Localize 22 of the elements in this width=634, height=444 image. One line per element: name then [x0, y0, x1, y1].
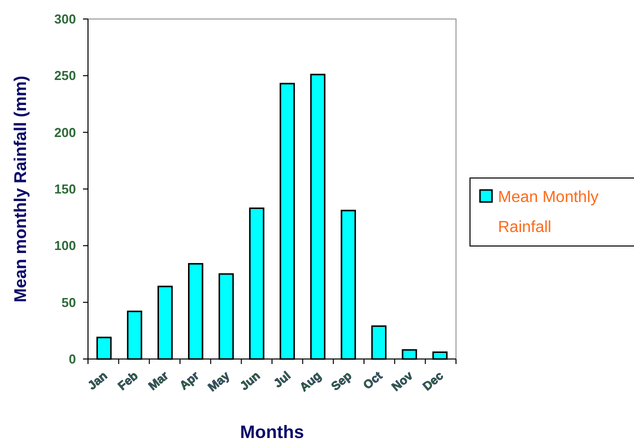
y-tick-label: 250	[54, 68, 76, 84]
y-tick-label: 100	[54, 238, 76, 254]
x-tick-label: Nov	[388, 368, 416, 394]
y-tick-label: 300	[54, 12, 76, 27]
y-tick-label: 0	[68, 352, 76, 367]
x-tick-label: Feb	[115, 368, 140, 394]
x-tick-label: Apr	[176, 368, 202, 393]
x-tick-label: Dec	[420, 368, 446, 394]
legend-label: Mean Monthly Rainfall	[498, 189, 598, 236]
x-axis-title: Months	[240, 422, 304, 442]
x-tick-label: Aug	[296, 368, 324, 394]
x-tick-label: Sep	[328, 368, 354, 394]
y-tick-label: 150	[54, 182, 76, 197]
x-tick-label: Jun	[237, 368, 263, 394]
x-tick-label: Jul	[270, 368, 294, 390]
x-tick-label: Oct	[360, 368, 385, 392]
y-tick-label: 200	[54, 124, 76, 140]
y-axis-title: Mean monthly Rainfall (mm)	[11, 76, 30, 302]
y-tick-label: 50	[62, 294, 76, 310]
x-tick-label: May	[205, 368, 232, 394]
x-tick-label: Mar	[146, 368, 172, 394]
x-tick-label: Jan	[85, 368, 110, 393]
